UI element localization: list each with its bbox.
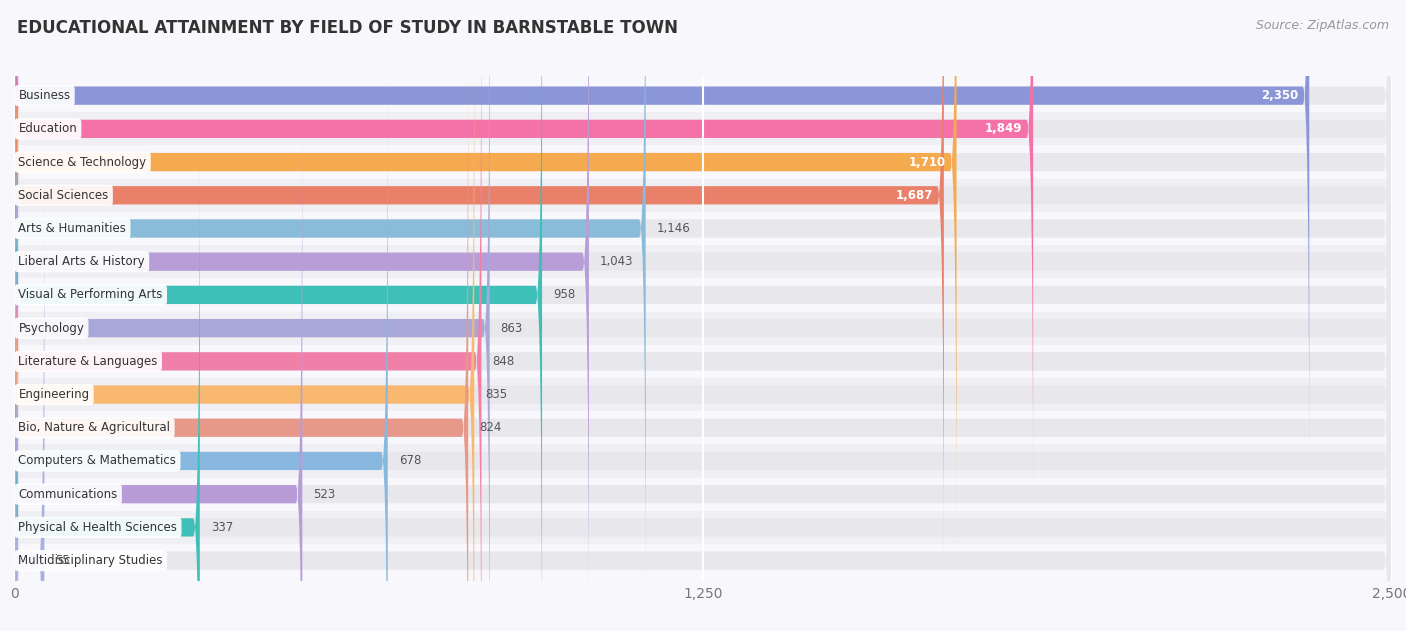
Bar — [14, 444, 1392, 478]
FancyBboxPatch shape — [14, 0, 543, 631]
FancyBboxPatch shape — [14, 71, 1392, 631]
FancyBboxPatch shape — [14, 0, 1392, 631]
Text: 863: 863 — [501, 322, 523, 334]
Text: Social Sciences: Social Sciences — [18, 189, 108, 202]
Text: Physical & Health Sciences: Physical & Health Sciences — [18, 521, 177, 534]
Bar — [14, 312, 1392, 345]
Text: Psychology: Psychology — [18, 322, 84, 334]
Text: 1,043: 1,043 — [600, 255, 634, 268]
Bar — [14, 146, 1392, 179]
FancyBboxPatch shape — [14, 0, 1309, 485]
FancyBboxPatch shape — [14, 38, 1392, 631]
Bar — [14, 345, 1392, 378]
Bar — [14, 112, 1392, 146]
Text: 2,350: 2,350 — [1261, 89, 1298, 102]
FancyBboxPatch shape — [14, 0, 489, 631]
FancyBboxPatch shape — [14, 0, 1392, 631]
Text: 523: 523 — [314, 488, 336, 500]
Text: Business: Business — [18, 89, 70, 102]
Text: Computers & Mathematics: Computers & Mathematics — [18, 454, 176, 468]
Text: Engineering: Engineering — [18, 388, 90, 401]
Text: Arts & Humanities: Arts & Humanities — [18, 222, 127, 235]
Text: 55: 55 — [55, 554, 70, 567]
Bar — [14, 245, 1392, 278]
FancyBboxPatch shape — [14, 38, 468, 631]
Bar — [14, 544, 1392, 577]
FancyBboxPatch shape — [14, 5, 1392, 631]
FancyBboxPatch shape — [14, 105, 302, 631]
Text: 848: 848 — [492, 355, 515, 368]
Text: 824: 824 — [479, 422, 502, 434]
Text: 835: 835 — [485, 388, 508, 401]
Bar — [14, 510, 1392, 544]
Text: Visual & Performing Arts: Visual & Performing Arts — [18, 288, 163, 302]
Text: 1,710: 1,710 — [908, 156, 945, 168]
Bar — [14, 79, 1392, 112]
FancyBboxPatch shape — [14, 0, 1392, 631]
FancyBboxPatch shape — [14, 0, 943, 585]
Bar — [14, 378, 1392, 411]
FancyBboxPatch shape — [14, 5, 474, 631]
FancyBboxPatch shape — [14, 0, 1392, 631]
Bar — [14, 278, 1392, 312]
FancyBboxPatch shape — [14, 0, 1392, 631]
FancyBboxPatch shape — [14, 0, 1392, 618]
FancyBboxPatch shape — [14, 0, 1392, 631]
Text: Liberal Arts & History: Liberal Arts & History — [18, 255, 145, 268]
FancyBboxPatch shape — [14, 0, 1392, 631]
FancyBboxPatch shape — [14, 0, 1033, 518]
FancyBboxPatch shape — [14, 0, 481, 631]
FancyBboxPatch shape — [14, 0, 1392, 631]
Text: Multidisciplinary Studies: Multidisciplinary Studies — [18, 554, 163, 567]
Bar — [14, 478, 1392, 510]
FancyBboxPatch shape — [14, 138, 200, 631]
Text: 1,687: 1,687 — [896, 189, 932, 202]
FancyBboxPatch shape — [14, 0, 1392, 585]
FancyBboxPatch shape — [14, 0, 645, 618]
FancyBboxPatch shape — [14, 0, 1392, 631]
Text: Source: ZipAtlas.com: Source: ZipAtlas.com — [1256, 19, 1389, 32]
Text: 337: 337 — [211, 521, 233, 534]
Text: Education: Education — [18, 122, 77, 136]
FancyBboxPatch shape — [14, 171, 45, 631]
Text: Science & Technology: Science & Technology — [18, 156, 146, 168]
FancyBboxPatch shape — [14, 0, 589, 631]
Text: Communications: Communications — [18, 488, 118, 500]
Text: EDUCATIONAL ATTAINMENT BY FIELD OF STUDY IN BARNSTABLE TOWN: EDUCATIONAL ATTAINMENT BY FIELD OF STUDY… — [17, 19, 678, 37]
Text: Bio, Nature & Agricultural: Bio, Nature & Agricultural — [18, 422, 170, 434]
Text: 958: 958 — [553, 288, 575, 302]
Text: Literature & Languages: Literature & Languages — [18, 355, 157, 368]
Bar — [14, 411, 1392, 444]
FancyBboxPatch shape — [14, 0, 956, 551]
Text: 1,146: 1,146 — [657, 222, 690, 235]
FancyBboxPatch shape — [14, 0, 1392, 631]
FancyBboxPatch shape — [14, 71, 388, 631]
Text: 678: 678 — [399, 454, 422, 468]
Bar — [14, 212, 1392, 245]
Bar — [14, 179, 1392, 212]
Text: 1,849: 1,849 — [984, 122, 1022, 136]
